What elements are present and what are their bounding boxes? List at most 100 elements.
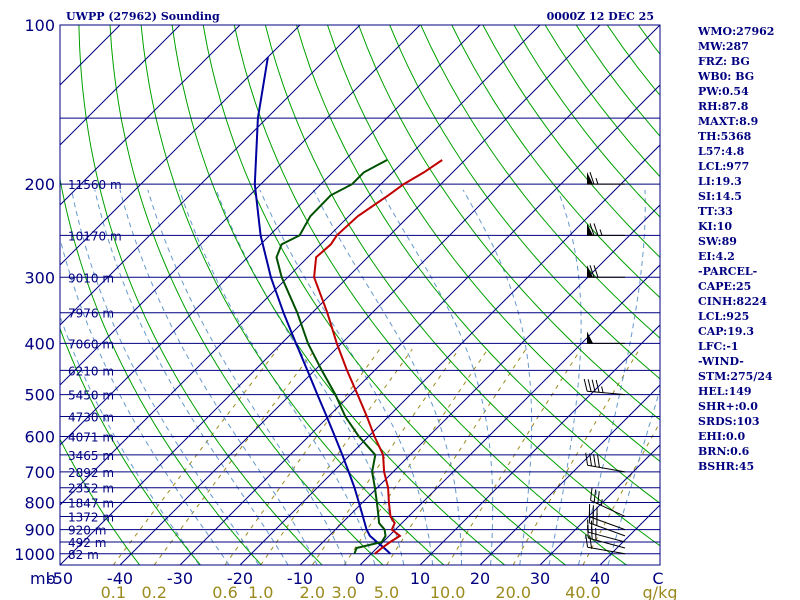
index-line: EI:4.2: [698, 250, 735, 263]
index-line: SI:14.5: [698, 190, 742, 203]
isotherm-line: [60, 25, 181, 146]
dry-adiabat-line: [264, 25, 660, 547]
dry-adiabat-line: [202, 25, 566, 565]
index-line: RH:87.8: [698, 100, 749, 113]
mixing-ratio-line: [260, 348, 413, 565]
isotherm-line: [60, 25, 601, 565]
index-line: TH:5368: [698, 130, 752, 143]
dry-adiabat-line: [389, 25, 660, 380]
mixing-ratio-tick-label: 5.0: [374, 583, 399, 600]
wind-barb: [590, 487, 626, 517]
temperature-tick-label: 30: [530, 569, 550, 588]
height-labels: 11560 m 10170 m 9010 m 7976 m 7060 m 6210 m 54…: [68, 178, 122, 562]
index-line: CAPE:25: [698, 280, 751, 293]
wind-barb: [587, 331, 625, 344]
dry-adiabat-line: [78, 25, 323, 565]
dry-adiabat-line: [60, 176, 262, 565]
temperature-tick-label: 0: [355, 569, 365, 588]
height-label: 7976 m: [68, 307, 114, 321]
isobars: [60, 25, 660, 565]
temperature-tick-label: -30: [167, 569, 193, 588]
pressure-tick-label: 100: [24, 16, 55, 35]
moist-adiabat-line: [147, 189, 347, 565]
index-line: LI:19.3: [698, 175, 742, 188]
index-line: L57:4.8: [698, 145, 745, 158]
wind-barb: [587, 265, 625, 278]
dry-adiabat-line: [296, 25, 660, 504]
index-line: MAXT:8.9: [698, 115, 758, 128]
moist-adiabat-line: [119, 189, 318, 565]
wind-barb: [588, 503, 626, 531]
isotherms: [60, 25, 660, 565]
isotherm-line: [299, 204, 660, 565]
wind-barb: [587, 223, 625, 236]
index-line: -PARCEL-: [698, 265, 757, 278]
isotherm-line: [60, 25, 301, 266]
height-label: 9010 m: [68, 271, 114, 285]
dry-adiabats: [60, 25, 800, 565]
height-label: 492 m: [68, 536, 106, 550]
mixing-ratio-tick-label: 2.0: [300, 583, 325, 600]
temperature-tick-label: -20: [227, 569, 253, 588]
temperature-tick-label: -10: [287, 569, 313, 588]
mixing-ratio-tick-label: 40.0: [565, 583, 601, 600]
pressure-tick-label: 700: [24, 463, 55, 482]
mixing-ratio-tick-label: 3.0: [332, 583, 357, 600]
index-line: KI:10: [698, 220, 732, 233]
height-label: 11560 m: [68, 178, 122, 192]
temperature-tick-label: -40: [107, 569, 133, 588]
isotherm-line: [119, 25, 660, 565]
index-line: SHR+:0.0: [698, 400, 758, 413]
dry-adiabat-line: [420, 25, 660, 339]
isotherm-line: [60, 25, 361, 326]
index-line: CINH:8224: [698, 295, 767, 308]
mixing-ratio-line: [311, 348, 460, 565]
height-label: 2352 m: [68, 482, 114, 496]
temperature-tick-label: 10: [410, 569, 430, 588]
temperature-axis: -50 -40 -30 -20 -10 0 10 20 30 40 C: [47, 569, 664, 588]
index-line: EHI:0.0: [698, 430, 745, 443]
pressure-tick-label: 300: [24, 268, 55, 287]
isotherm-line: [60, 25, 541, 506]
index-line: SRDS:103: [698, 415, 760, 428]
wind-barb: [585, 534, 626, 555]
index-line: HEL:149: [698, 385, 752, 398]
pressure-tick-label: 1000: [14, 545, 55, 564]
mixing-ratio-tick-label: 20.0: [495, 583, 531, 600]
dry-adiabat-line: [140, 25, 445, 565]
mixing-ratio-line: [224, 348, 381, 565]
isotherm-line: [539, 444, 660, 565]
isotherm-line: [359, 264, 660, 565]
station-title: UWPP (27962) Sounding: [66, 10, 220, 23]
profiles: [253, 56, 443, 555]
dry-adiabat-line: [794, 25, 800, 565]
dewpoint-trace: [275, 159, 388, 555]
mixing-ratio-line: [512, 348, 641, 565]
moist-adiabat-line: [178, 189, 376, 565]
index-line: LCL:977: [698, 160, 749, 173]
temperature-tick-label: -50: [47, 569, 73, 588]
wind-barb: [585, 452, 626, 473]
mixing-ratio-axis: 0.1 0.2 0.6 1.0 2.0 3.0 5.0 10.0 20.0 40.0 g/kg: [101, 583, 678, 600]
plot-frame: [59, 24, 661, 566]
moist-adiabats: [60, 189, 660, 565]
moist-adiabat-line: [313, 189, 463, 565]
index-line: LFC:-1: [698, 340, 739, 353]
isotherm-line: [60, 25, 241, 206]
index-line: BSHR:45: [698, 460, 754, 473]
height-label: 4730 m: [68, 411, 114, 425]
temperature-tick-label: 40: [590, 569, 610, 588]
height-label: 2892 m: [68, 466, 114, 480]
mixing-ratio-tick-label: 0.2: [142, 583, 167, 600]
isotherm-line: [60, 25, 421, 386]
dry-adiabat-line: [763, 25, 800, 565]
pressure-tick-label: 200: [24, 175, 55, 194]
isotherm-line: [479, 384, 660, 565]
parcel-trace: [253, 56, 392, 555]
index-line: -WIND-: [698, 355, 744, 368]
height-label: 5450 m: [68, 389, 114, 403]
height-label: 3465 m: [68, 449, 114, 463]
mixing-ratio-line: [447, 348, 582, 565]
height-label: 920 m: [68, 524, 106, 538]
index-line: BRN:0.6: [698, 445, 750, 458]
